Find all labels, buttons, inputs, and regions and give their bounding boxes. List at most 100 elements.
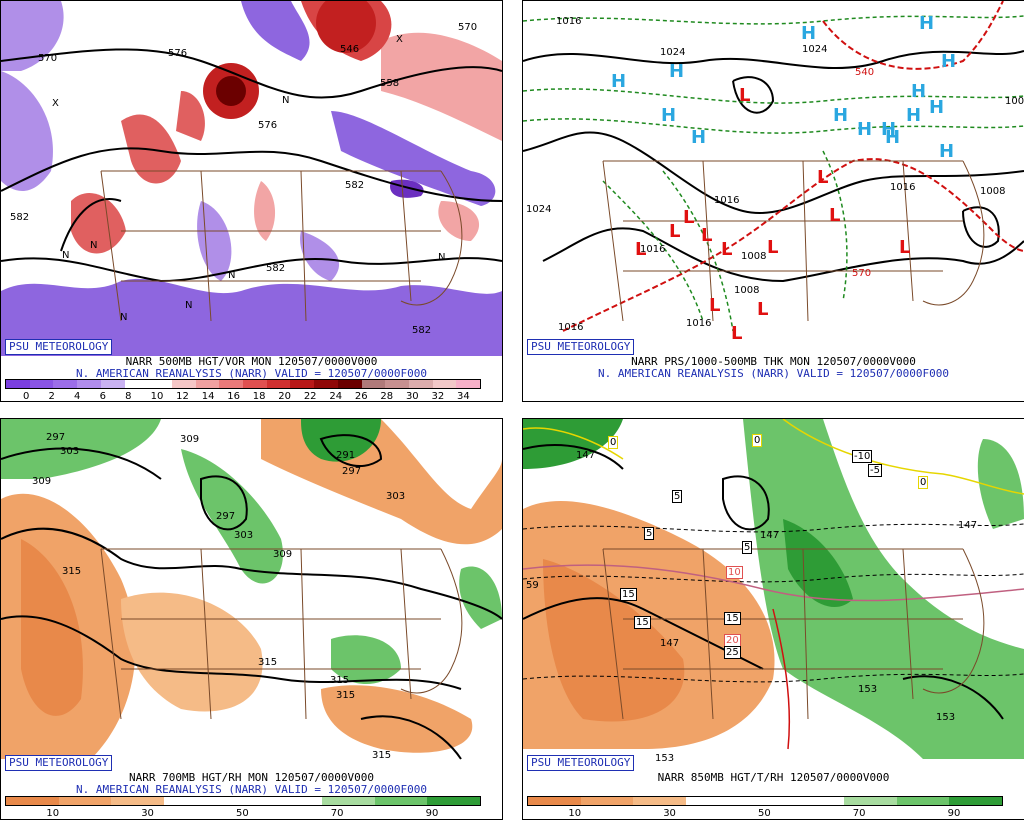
contour-label: 582 bbox=[345, 180, 365, 191]
colorbar-segment bbox=[29, 380, 54, 388]
contour-label: 297 bbox=[216, 511, 236, 522]
contour-label: 303 bbox=[386, 491, 406, 502]
contour-label: 309 bbox=[273, 549, 293, 560]
colorbar-tick-label: 8 bbox=[125, 391, 132, 402]
contour-label: N bbox=[228, 270, 236, 281]
map-500mb bbox=[1, 1, 502, 356]
colorbar-segment bbox=[314, 380, 338, 388]
colorbar-tick-label: 10 bbox=[150, 391, 164, 402]
colorbar-segment bbox=[528, 797, 581, 805]
isotherm-label: 10 bbox=[726, 566, 743, 579]
isotherm-label: 0 bbox=[918, 476, 929, 489]
isotherm-label: 0 bbox=[752, 434, 763, 447]
high-pressure-symbol: H bbox=[801, 23, 817, 44]
colorbar-tick-label: 10 bbox=[568, 808, 582, 819]
isotherm-label: -5 bbox=[868, 464, 882, 477]
contour-label: 147 bbox=[660, 638, 680, 649]
low-pressure-symbol: L bbox=[829, 205, 841, 226]
colorbar-tick-label: 20 bbox=[278, 391, 292, 402]
psu-meteorology-badge: PSU METEOROLOGY bbox=[527, 755, 635, 771]
colorbar-segment bbox=[164, 797, 217, 805]
psu-meteorology-badge: PSU METEOROLOGY bbox=[5, 755, 113, 771]
colorbar-segment bbox=[266, 380, 291, 388]
high-pressure-symbol: H bbox=[885, 127, 901, 148]
colorbar-segment bbox=[269, 797, 323, 805]
caption-title: NARR 700MB HGT/RH MON 120507/0000V000 bbox=[128, 771, 375, 784]
low-pressure-symbol: L bbox=[757, 299, 769, 320]
colorbar-tick-label: 0 bbox=[23, 391, 30, 402]
isotherm-label: 5 bbox=[644, 527, 655, 540]
low-pressure-symbol: L bbox=[767, 237, 779, 258]
high-pressure-symbol: H bbox=[939, 141, 955, 162]
isobar-label: 1024 bbox=[526, 204, 552, 215]
caption-valid: N. AMERICAN REANALYSIS (NARR) VALID = 12… bbox=[76, 783, 427, 796]
high-pressure-symbol: H bbox=[669, 61, 685, 82]
colorbar-segment bbox=[844, 797, 897, 805]
low-pressure-symbol: L bbox=[739, 85, 751, 106]
high-pressure-symbol: H bbox=[906, 105, 922, 126]
colorbar-segment bbox=[322, 797, 375, 805]
colorbar-tick-label: 12 bbox=[176, 391, 189, 402]
contour-label: 570 bbox=[38, 53, 58, 64]
high-pressure-symbol: H bbox=[929, 97, 945, 118]
contour-label: 147 bbox=[576, 450, 596, 461]
colorbar-segment bbox=[195, 380, 220, 388]
isobar-label: 1016 bbox=[890, 182, 916, 193]
colorbar-segment bbox=[111, 797, 165, 805]
psu-meteorology-badge: PSU METEOROLOGY bbox=[527, 339, 635, 355]
high-pressure-symbol: H bbox=[919, 13, 935, 34]
isobar-label: 1024 bbox=[660, 47, 686, 58]
contour-label: 576 bbox=[258, 120, 278, 131]
contour-label: 315 bbox=[258, 657, 278, 668]
contour-label: N bbox=[120, 312, 128, 323]
colorbar-segment bbox=[385, 380, 409, 388]
colorbar-segment bbox=[6, 797, 59, 805]
isobar-label: 1016 bbox=[714, 195, 740, 206]
low-pressure-symbol: L bbox=[683, 207, 695, 228]
high-pressure-symbol: H bbox=[911, 81, 927, 102]
high-pressure-symbol: H bbox=[611, 71, 627, 92]
colorbar-segment bbox=[290, 380, 315, 388]
contour-label: 576 bbox=[168, 48, 188, 59]
low-pressure-symbol: L bbox=[899, 237, 911, 258]
caption-valid: N. AMERICAN REANALYSIS (NARR) VALID = 12… bbox=[598, 367, 949, 380]
colorbar-tick-label: 14 bbox=[201, 391, 215, 402]
colorbar-segment bbox=[738, 797, 792, 805]
contour-label: X bbox=[396, 34, 403, 45]
high-pressure-symbol: H bbox=[833, 105, 849, 126]
colorbar-segment bbox=[896, 797, 950, 805]
contour-label: 315 bbox=[330, 675, 350, 686]
isobar-label: 1016 bbox=[558, 322, 584, 333]
colorbar-tick-label: 30 bbox=[141, 808, 154, 819]
contour-label: 153 bbox=[858, 684, 878, 695]
colorbar-tick-label: 34 bbox=[457, 391, 470, 402]
caption-title: NARR PRS/1000-500MB THK MON 120507/0000V… bbox=[631, 355, 916, 368]
colorbar-segment bbox=[171, 380, 196, 388]
colorbar-tick-label: 22 bbox=[303, 391, 317, 402]
colorbar-tick-label: 90 bbox=[425, 808, 439, 819]
colorbar-tick-label: 30 bbox=[663, 808, 676, 819]
colorbar-segment bbox=[633, 797, 687, 805]
contour-label: 153 bbox=[936, 712, 956, 723]
panel-700mb-rh: PSU METEOROLOGY NARR 700MB HGT/RH MON 12… bbox=[0, 418, 503, 820]
colorbar-tick-label: 2 bbox=[48, 391, 55, 402]
contour-label: 303 bbox=[234, 530, 254, 541]
colorbar-segment bbox=[6, 380, 30, 388]
low-pressure-symbol: L bbox=[709, 295, 721, 316]
colorbar-tick-label: 50 bbox=[236, 808, 249, 819]
low-pressure-symbol: L bbox=[817, 167, 829, 188]
contour-label: 147 bbox=[760, 530, 780, 541]
colorbar-segment bbox=[77, 380, 101, 388]
colorbar-segment bbox=[216, 797, 270, 805]
colorbar-tick-label: 26 bbox=[354, 391, 368, 402]
colorbar-tick-label: 18 bbox=[252, 391, 266, 402]
high-pressure-symbol: H bbox=[857, 119, 873, 140]
rh-colorbar bbox=[527, 796, 1003, 806]
contour-label: 297 bbox=[342, 466, 362, 477]
colorbar-segment bbox=[791, 797, 845, 805]
colorbar-tick-label: 30 bbox=[405, 391, 419, 402]
colorbar-tick-label: 90 bbox=[947, 808, 961, 819]
colorbar-tick-label: 50 bbox=[758, 808, 771, 819]
caption-title: NARR 850MB HGT/T/RH 120507/0000V000 bbox=[657, 771, 890, 784]
isobar-label: 1008 bbox=[1005, 96, 1024, 107]
